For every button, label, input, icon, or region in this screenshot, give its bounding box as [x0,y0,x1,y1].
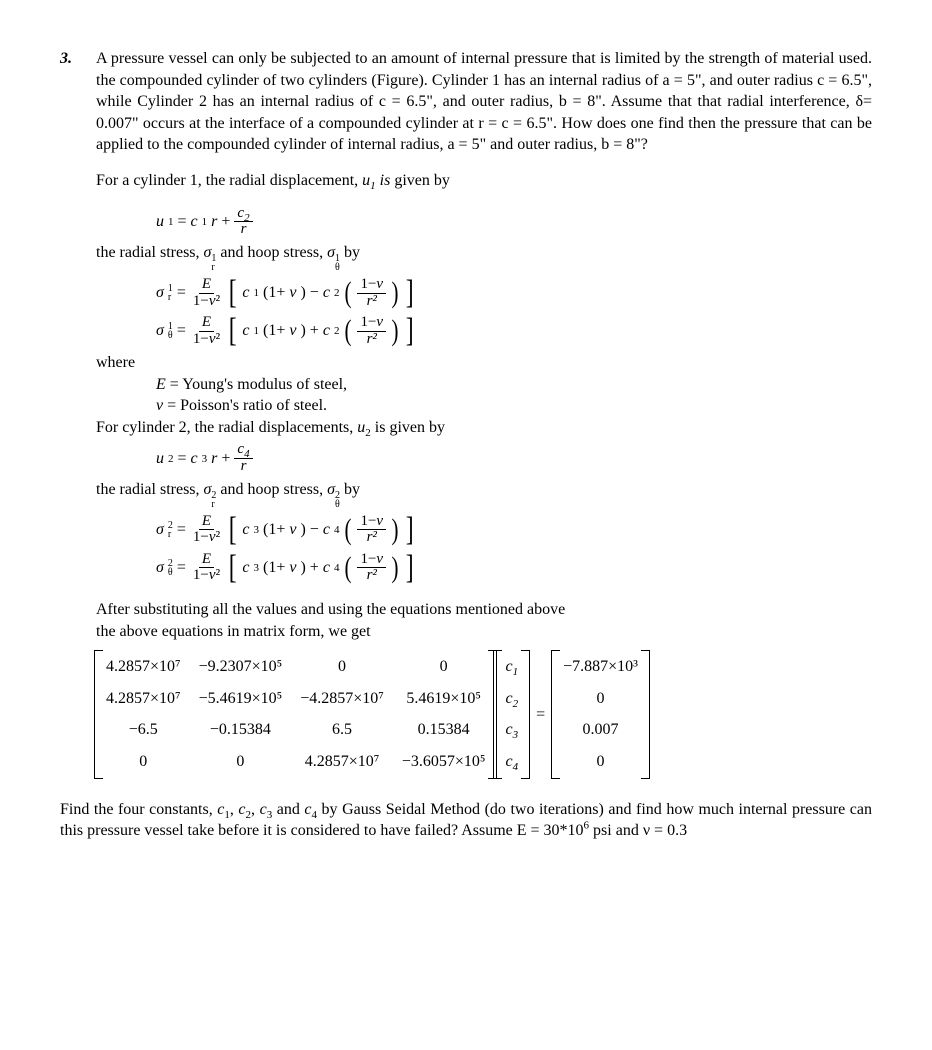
x-3: c4 [505,751,518,773]
x-2: c3 [505,719,518,741]
problem-statement: A pressure vessel can only be subjected … [96,48,872,156]
x-0: c1 [505,656,518,678]
A-1-3: 5.4619×10⁵ [406,688,481,710]
after-sub-line: After substituting all the values and us… [96,599,872,621]
A-3-3: −3.6057×10⁵ [402,751,486,773]
closing-paragraph: Find the four constants, c1, c2, c3 and … [60,799,872,842]
equals-sign: = [536,704,545,726]
cyl1-intro: For a cylinder 1, the radial displacemen… [96,170,872,192]
x-1: c2 [505,688,518,710]
b-0: −7.887×10³ [563,656,638,678]
where-label: where [96,352,872,374]
eq-sigma-r1: σ1r = E1−ν² [ c1(1+ν) − c2 ( 1−νr² ) ] [156,276,872,310]
A-0-0: 4.2857×10⁷ [106,656,181,678]
cyl2-intro: For cylinder 2, the radial displacements… [96,417,872,439]
A-3-2: 4.2857×10⁷ [305,751,380,773]
A-1-0: 4.2857×10⁷ [106,688,181,710]
A-0-2: 0 [338,656,346,678]
eq-sigma-t1: σ1θ = E1−ν² [ c1(1+ν) + c2 ( 1−νr² ) ] [156,314,872,348]
b-2: 0.007 [583,719,619,741]
A-2-0: −6.5 [129,719,158,741]
A-1-1: −5.4619×10⁵ [199,688,283,710]
A-3-1: 0 [236,751,244,773]
A-2-2: 6.5 [332,719,352,741]
cyl2-stress-intro: the radial stress, σ2r and hoop stress, … [96,479,872,509]
A-2-1: −0.15384 [210,719,271,741]
A-0-3: 0 [440,656,448,678]
A-1-2: −4.2857×10⁷ [300,688,384,710]
A-2-3: 0.15384 [418,719,470,741]
matrix-A: 4.2857×10⁷ −9.2307×10⁵ 0 0 4.2857×10⁷ −5… [96,650,495,778]
A-3-0: 0 [139,751,147,773]
eq-u2: u2 = c3r + c4r [156,442,872,475]
b-1: 0 [597,688,605,710]
cyl1-stress-intro: the radial stress, σ1r and hoop stress, … [96,242,872,272]
where-v: ν = Poisson's ratio of steel. [156,395,872,417]
problem-number: 3. [60,48,82,793]
where-E: E = Young's modulus of steel, [156,374,872,396]
A-0-1: −9.2307×10⁵ [199,656,283,678]
problem-body: A pressure vessel can only be subjected … [96,48,872,793]
b-3: 0 [597,751,605,773]
eq-sigma-t2: σ2θ = E1−ν² [ c3(1+ν) + c4 ( 1−νr² ) ] [156,551,872,585]
eq-sigma-r2: σ2r = E1−ν² [ c3(1+ν) − c4 ( 1−νr² ) ] [156,513,872,547]
matrix-equation: 4.2857×10⁷ −9.2307×10⁵ 0 0 4.2857×10⁷ −5… [96,650,872,778]
vector-b: −7.887×10³ 0 0.007 0 [553,650,648,778]
matrix-intro: the above equations in matrix form, we g… [96,621,872,643]
eq-u1: u1 = c1r + c2r [156,206,872,239]
vector-x: c1 c2 c3 c4 [495,650,528,778]
problem-block: 3. A pressure vessel can only be subject… [60,48,872,793]
